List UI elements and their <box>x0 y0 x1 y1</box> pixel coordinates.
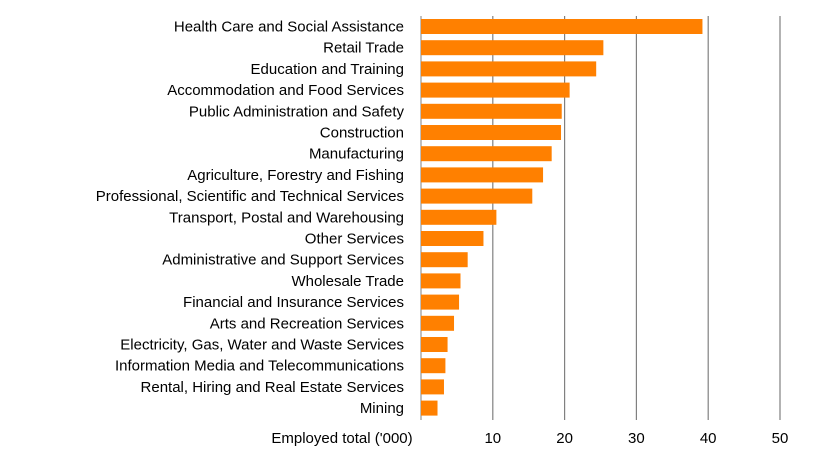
bar-17 <box>421 379 444 395</box>
bar-2 <box>421 61 597 77</box>
x-tick-label: 30 <box>628 430 645 447</box>
x-tick-label: 20 <box>556 430 573 447</box>
category-label: Information Media and Telecommunications <box>115 358 404 375</box>
x-tick-label: 50 <box>772 430 789 447</box>
category-label: Rental, Hiring and Real Estate Services <box>141 379 404 396</box>
category-label: Retail Trade <box>323 40 404 57</box>
category-label: Public Administration and Safety <box>189 103 405 120</box>
bar-13 <box>421 294 460 310</box>
x-tick-label: 10 <box>484 430 501 447</box>
bar-18 <box>421 400 438 416</box>
bar-5 <box>421 125 562 140</box>
x-tick-label: 40 <box>700 430 717 447</box>
category-label: Agriculture, Forestry and Fishing <box>187 167 404 184</box>
bar-15 <box>421 337 448 352</box>
bar-14 <box>421 315 455 331</box>
category-label: Education and Training <box>251 61 404 78</box>
category-label: Transport, Postal and Warehousing <box>169 209 404 226</box>
x-axis-title: Employed total ('000) <box>271 430 412 447</box>
bar-3 <box>421 82 570 98</box>
category-label: Manufacturing <box>309 146 404 163</box>
bar-7 <box>421 167 544 183</box>
category-label: Health Care and Social Assistance <box>174 19 404 36</box>
x-tick-labels: 10 20 30 40 50 <box>484 430 788 447</box>
category-labels: Health Care and Social Assistance Retail … <box>96 19 405 418</box>
category-label: Mining <box>360 400 404 417</box>
bar-11 <box>421 252 468 268</box>
category-label: Arts and Recreation Services <box>210 315 404 332</box>
category-label: Other Services <box>305 231 404 248</box>
bar-10 <box>421 231 484 246</box>
category-label: Wholesale Trade <box>291 273 404 290</box>
category-label: Financial and Insurance Services <box>183 294 404 311</box>
bar-4 <box>421 103 562 119</box>
bar-12 <box>421 273 461 289</box>
bar-1 <box>421 40 604 56</box>
category-label: Construction <box>320 125 404 142</box>
category-label: Administrative and Support Services <box>162 252 404 269</box>
bar-6 <box>421 146 552 162</box>
bar-16 <box>421 358 446 374</box>
category-label: Professional, Scientific and Technical S… <box>96 188 404 205</box>
bar-0 <box>421 19 703 34</box>
category-label: Electricity, Gas, Water and Waste Servic… <box>120 337 404 354</box>
bar-8 <box>421 188 533 204</box>
bars <box>421 19 703 416</box>
category-label: Accommodation and Food Services <box>167 82 404 99</box>
bar-9 <box>421 209 497 225</box>
